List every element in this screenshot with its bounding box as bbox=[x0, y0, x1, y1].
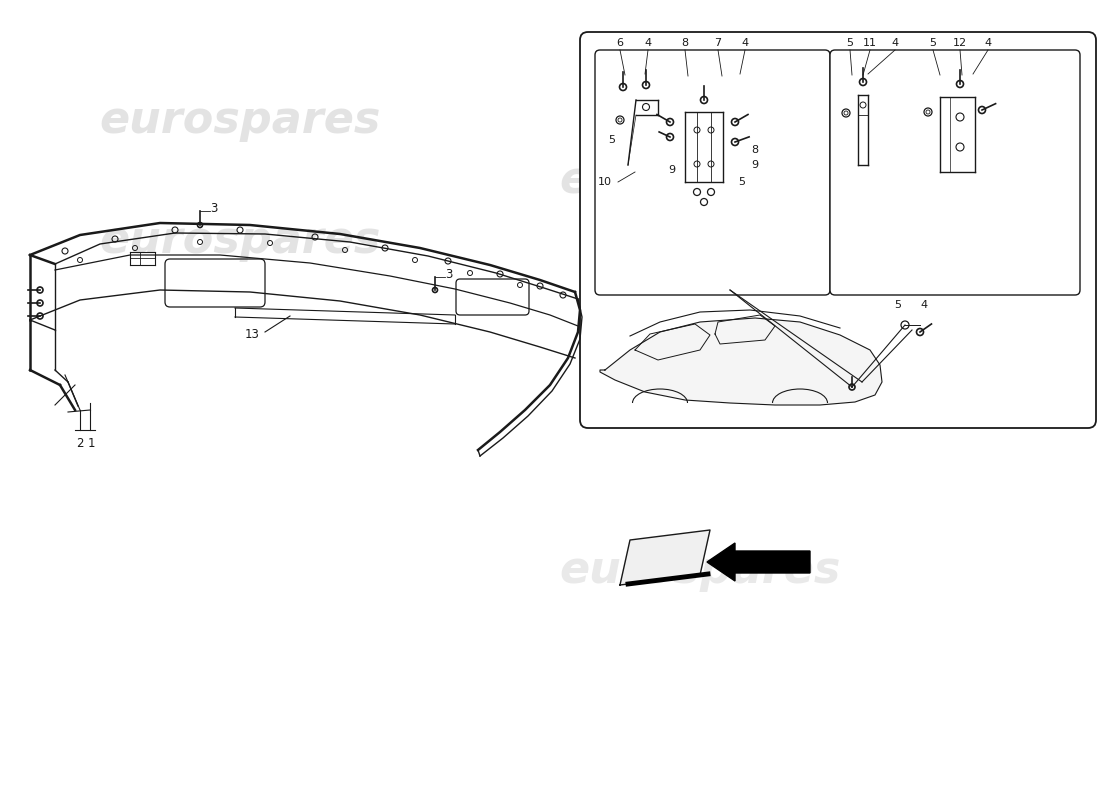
Text: 7: 7 bbox=[714, 38, 722, 48]
Text: 12: 12 bbox=[953, 38, 967, 48]
Text: 9: 9 bbox=[751, 160, 759, 170]
Text: 5: 5 bbox=[738, 177, 746, 187]
Polygon shape bbox=[620, 530, 710, 585]
Text: 1: 1 bbox=[87, 437, 95, 450]
Text: 4: 4 bbox=[741, 38, 749, 48]
Text: 4: 4 bbox=[891, 38, 899, 48]
Text: 13: 13 bbox=[245, 327, 260, 341]
FancyArrow shape bbox=[707, 543, 810, 581]
Text: 10: 10 bbox=[598, 177, 612, 187]
Text: 4: 4 bbox=[921, 300, 927, 310]
Text: 5: 5 bbox=[930, 38, 936, 48]
Text: 3: 3 bbox=[210, 202, 218, 214]
Text: 9: 9 bbox=[669, 165, 675, 175]
Text: eurospares: eurospares bbox=[99, 218, 381, 262]
Text: 5: 5 bbox=[894, 300, 902, 310]
Polygon shape bbox=[600, 318, 882, 405]
Text: 5: 5 bbox=[608, 135, 616, 145]
Text: eurospares: eurospares bbox=[99, 98, 381, 142]
FancyBboxPatch shape bbox=[595, 50, 830, 295]
Text: 2: 2 bbox=[76, 437, 84, 450]
Text: 5: 5 bbox=[847, 38, 854, 48]
FancyBboxPatch shape bbox=[830, 50, 1080, 295]
Text: eurospares: eurospares bbox=[559, 549, 840, 591]
Text: 4: 4 bbox=[984, 38, 991, 48]
Text: eurospares: eurospares bbox=[559, 158, 840, 202]
Text: 11: 11 bbox=[864, 38, 877, 48]
Text: 4: 4 bbox=[645, 38, 651, 48]
Text: 6: 6 bbox=[616, 38, 624, 48]
Text: 3: 3 bbox=[446, 267, 452, 281]
Text: 8: 8 bbox=[751, 145, 759, 155]
FancyBboxPatch shape bbox=[580, 32, 1096, 428]
Text: 8: 8 bbox=[681, 38, 689, 48]
